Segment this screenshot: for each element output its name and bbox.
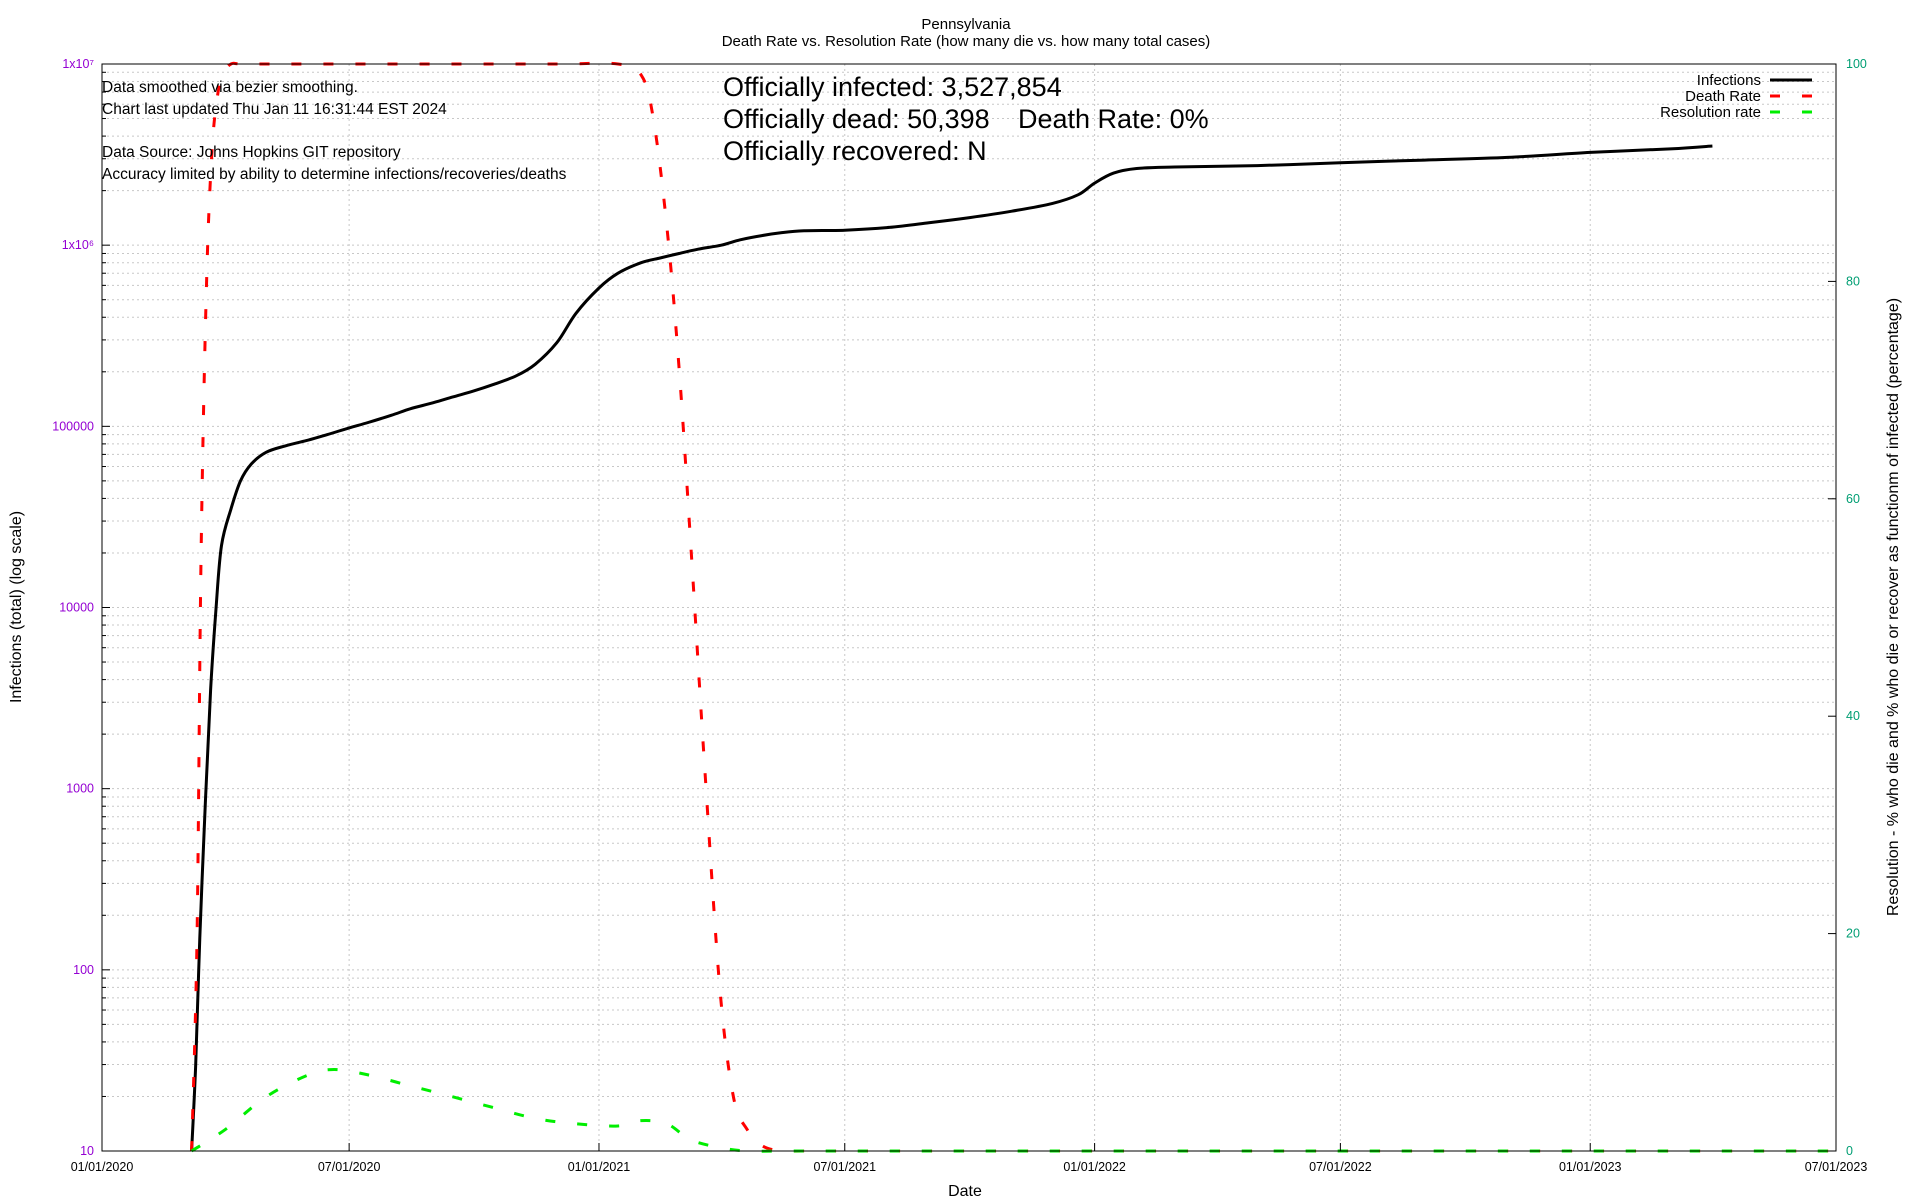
x-tick-label: 07/01/2021 bbox=[813, 1160, 876, 1174]
chart-title: Pennsylvania bbox=[921, 16, 1011, 33]
y-tick-label: 100000 bbox=[52, 419, 94, 433]
grid bbox=[102, 64, 1836, 1151]
y2-tick-label: 100 bbox=[1846, 57, 1867, 71]
y2-tick-label: 40 bbox=[1846, 709, 1860, 723]
x-axis-ticks: 01/01/2020 07/01/2020 01/01/2021 07/01/2021… bbox=[71, 1143, 1868, 1174]
legend-label-death-rate: Death Rate bbox=[1685, 88, 1761, 105]
x-tick-label: 07/01/2023 bbox=[1805, 1160, 1868, 1174]
x-tick-label: 01/01/2023 bbox=[1559, 1160, 1622, 1174]
y-tick-label: 10 bbox=[80, 1144, 94, 1158]
legend-label-resolution-rate: Resolution rate bbox=[1660, 104, 1761, 121]
stat-dead: Officially dead: 50,398 bbox=[723, 104, 990, 134]
y2-tick-label: 80 bbox=[1846, 274, 1860, 288]
legend-label-infections: Infections bbox=[1697, 72, 1761, 89]
x-tick-label: 01/01/2022 bbox=[1063, 1160, 1126, 1174]
stat-infected: Officially infected: 3,527,854 bbox=[723, 72, 1062, 102]
y2-tick-label: 0 bbox=[1846, 1144, 1853, 1158]
y-tick-label: 1x10⁶ bbox=[62, 238, 94, 252]
note-smoothing: Data smoothed via bezier smoothing. bbox=[102, 79, 358, 96]
y-axis-label: Infections (total) (log scale) bbox=[8, 511, 25, 703]
x-tick-label: 07/01/2022 bbox=[1309, 1160, 1372, 1174]
y2-tick-label: 60 bbox=[1846, 492, 1860, 506]
left-axis-ticks: 10 100 1000 10000 100000 1x10⁶ 1x10⁷ bbox=[52, 57, 110, 1158]
note-accuracy: Accuracy limited by ability to determine… bbox=[102, 166, 567, 183]
x-tick-label: 01/01/2020 bbox=[71, 1160, 134, 1174]
y-tick-label: 1000 bbox=[66, 782, 94, 796]
y2-tick-label: 20 bbox=[1846, 927, 1860, 941]
legend: Infections Death Rate Resolution rate bbox=[1660, 72, 1812, 121]
x-tick-label: 07/01/2020 bbox=[318, 1160, 381, 1174]
stat-death-rate: Death Rate: 0% bbox=[1018, 104, 1209, 134]
note-source: Data Source: Johns Hopkins GIT repositor… bbox=[102, 144, 401, 161]
stat-recovered: Officially recovered: N bbox=[723, 136, 987, 166]
y-tick-label: 100 bbox=[73, 963, 94, 977]
y-tick-label: 1x10⁷ bbox=[62, 57, 94, 71]
series-line-infections bbox=[190, 144, 1713, 1152]
x-tick-label: 01/01/2021 bbox=[568, 1160, 631, 1174]
series-line-resolution-rate bbox=[190, 1068, 1836, 1153]
y-tick-label: 10000 bbox=[59, 601, 94, 615]
chart-subtitle: Death Rate vs. Resolution Rate (how many… bbox=[722, 33, 1211, 50]
plot-lines bbox=[190, 61, 1836, 1153]
right-axis-ticks: 0 20 40 60 80 100 bbox=[1828, 57, 1867, 1158]
x-axis-label: Date bbox=[948, 1183, 982, 1200]
note-updated: Chart last updated Thu Jan 11 16:31:44 E… bbox=[102, 101, 447, 118]
y2-axis-label: Resolution - % who die and % who die or … bbox=[1885, 298, 1902, 916]
